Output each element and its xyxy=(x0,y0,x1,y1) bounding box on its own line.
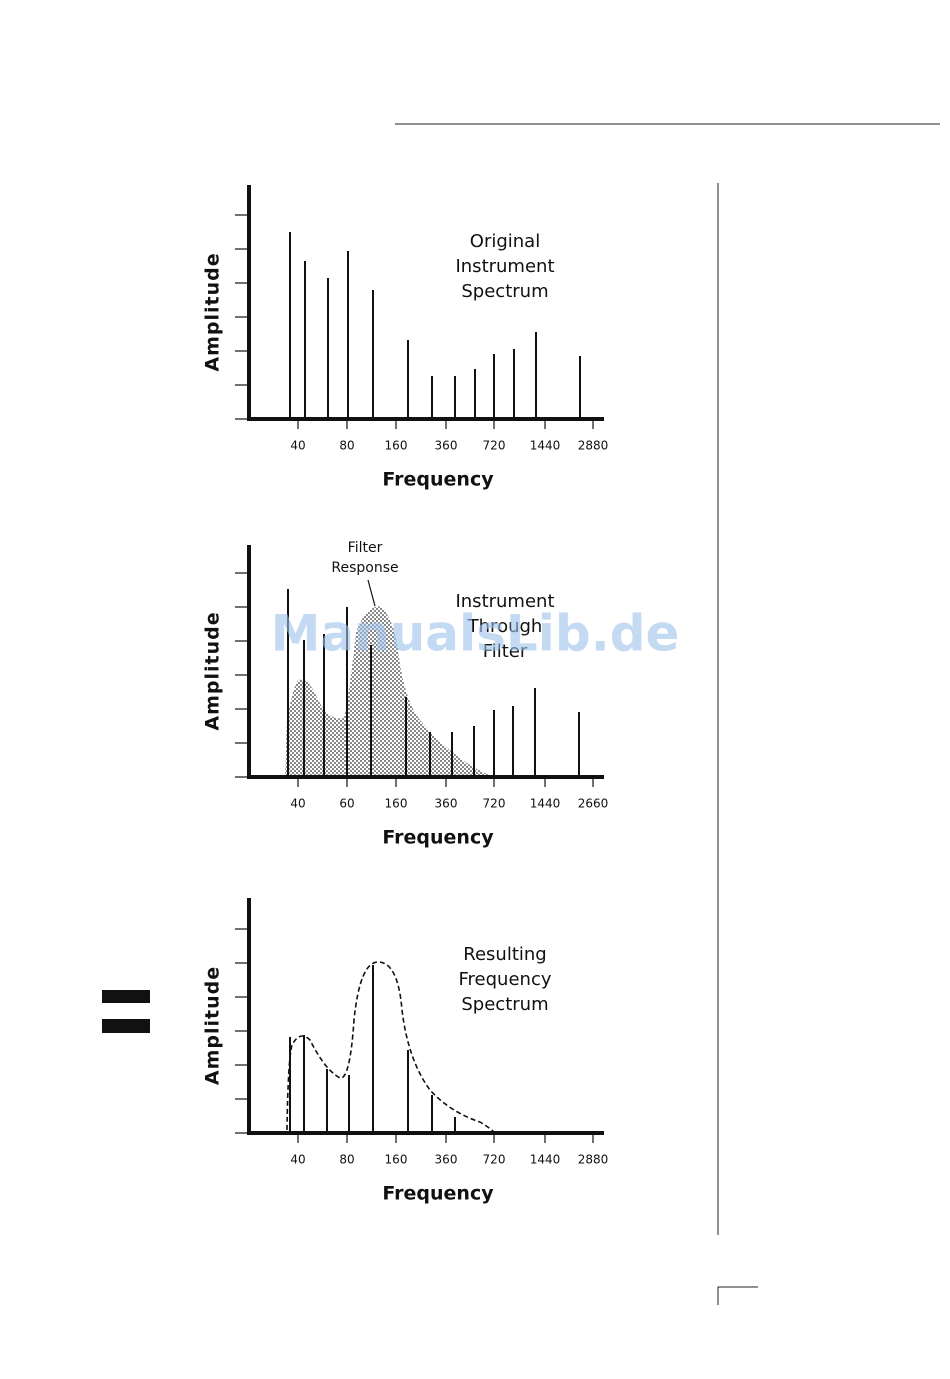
filter-response xyxy=(285,606,495,777)
x-tick-label: 160 xyxy=(385,439,408,453)
x-tick-label: 360 xyxy=(435,1153,458,1167)
caption: Frequency xyxy=(459,969,552,990)
x-tick-label: 2660 xyxy=(578,797,609,811)
figure: Filter Response 40 60 160 360 720 1440 2660 Frequ… xyxy=(202,540,609,849)
caption: Spectrum xyxy=(461,281,548,302)
tab-marker xyxy=(102,1019,150,1033)
caption: Resulting xyxy=(463,944,546,965)
page-corner xyxy=(717,1286,758,1305)
x-tick-label: 60 xyxy=(339,797,354,811)
x-tick-label: 40 xyxy=(290,797,305,811)
annotation: Response xyxy=(331,560,398,576)
x-tick-label: 2880 xyxy=(578,1153,609,1167)
caption: Through xyxy=(467,616,543,637)
x-axis-title: Frequency xyxy=(382,469,494,491)
x-tick-label: 360 xyxy=(435,439,458,453)
x-tick-label: 720 xyxy=(483,1153,506,1167)
figure: 40 80 160 360 720 1440 2880 Frequency Amplitude O… xyxy=(202,185,609,491)
caption: Spectrum xyxy=(461,994,548,1015)
x-tick-label: 720 xyxy=(483,439,506,453)
tab-marker xyxy=(102,990,150,1003)
annotation-arrow xyxy=(367,579,376,607)
x-tick-label: 2880 xyxy=(578,439,609,453)
x-tick-label: 360 xyxy=(435,797,458,811)
x-tick-label: 160 xyxy=(385,1153,408,1167)
figures: 40 80 160 360 720 1440 2880 Frequency Amplitude O… xyxy=(202,185,609,1205)
x-axis-title: Frequency xyxy=(382,1183,494,1205)
figure: 40 80 160 360 720 1440 2880 Frequency Amplitude R… xyxy=(202,898,609,1205)
y-axis-title: Amplitude xyxy=(202,966,224,1085)
caption: Original xyxy=(470,231,540,252)
caption: Instrument xyxy=(455,256,554,277)
x-tick-label: 1440 xyxy=(530,439,561,453)
y-axis-title: Amplitude xyxy=(202,611,224,730)
response-curve xyxy=(286,961,496,1134)
x-tick-label: 1440 xyxy=(530,1153,561,1167)
y-axis-title: Amplitude xyxy=(202,252,224,371)
x-axis-title: Frequency xyxy=(382,827,494,849)
x-tick-label: 160 xyxy=(385,797,408,811)
x-tick-label: 40 xyxy=(290,439,305,453)
annotation: Filter xyxy=(348,540,383,556)
x-tick-label: 720 xyxy=(483,797,506,811)
x-tick-label: 1440 xyxy=(530,797,561,811)
x-tick-label: 80 xyxy=(339,439,354,453)
x-tick-label: 80 xyxy=(339,1153,354,1167)
caption: Filter xyxy=(483,641,528,662)
caption: Instrument xyxy=(455,591,554,612)
x-tick-label: 40 xyxy=(290,1153,305,1167)
watermark: ManualsLib.de xyxy=(271,605,680,663)
